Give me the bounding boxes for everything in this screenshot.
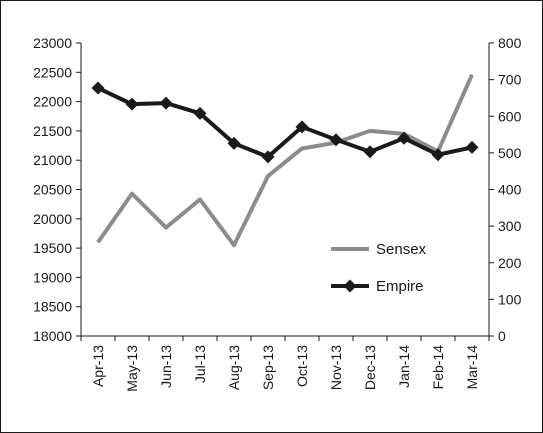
x-axis-category-label: Jan-14: [396, 345, 412, 388]
data-point-empire: [431, 148, 445, 162]
right-axis-tick-label: 200: [498, 255, 522, 271]
x-axis-category-label: Feb-14: [430, 345, 446, 390]
left-axis-tick-label: 19000: [33, 269, 72, 285]
legend-marker-empire: [343, 279, 357, 293]
left-axis-tick-label: 22500: [33, 64, 72, 80]
x-axis-category-label: Jul-13: [192, 345, 208, 383]
axes: 18000 18500 19000 19500 20000 20500 21000 21500…: [33, 35, 522, 392]
data-point-empire: [159, 96, 173, 110]
right-axis-tick-label: 600: [498, 108, 522, 124]
x-axis-category-label: Jun-13: [158, 345, 174, 388]
left-axis-tick-label: 21500: [33, 123, 72, 139]
left-axis-tick-label: 18000: [33, 328, 72, 344]
left-axis-tick-label: 23000: [33, 35, 72, 51]
x-axis-category-label: Dec-13: [362, 345, 378, 390]
data-point-empire: [295, 120, 309, 134]
right-axis-tick-label: 700: [498, 72, 522, 88]
left-axis-tick-label: 21000: [33, 152, 72, 168]
right-axis-tick-label: 400: [498, 182, 522, 198]
data-point-empire: [125, 97, 139, 111]
legend-label-empire: Empire: [376, 278, 424, 295]
left-axis-tick-label: 20500: [33, 182, 72, 198]
data-point-empire: [227, 136, 241, 150]
x-axis-category-label: Sep-13: [260, 345, 276, 390]
left-axis-tick-label: 20000: [33, 211, 72, 227]
x-axis-category-label: Mar-14: [464, 345, 480, 390]
left-axis-tick-label: 18500: [33, 299, 72, 315]
data-point-empire: [261, 150, 275, 164]
data-point-empire: [363, 145, 377, 159]
series-line-empire: [97, 86, 473, 159]
x-axis-category-label: Oct-13: [294, 345, 310, 387]
data-point-empire: [91, 81, 105, 95]
x-axis-category-label: Aug-13: [226, 345, 242, 390]
left-axis-tick-label: 22000: [33, 94, 72, 110]
data-point-empire: [397, 131, 411, 145]
left-axis-tick-label: 19500: [33, 240, 72, 256]
series-line-sensex: [96, 73, 474, 248]
data-point-empire: [329, 133, 343, 147]
x-axis-category-label: Apr-13: [90, 345, 106, 387]
right-axis-tick-label: 100: [498, 291, 522, 307]
data-point-empire: [465, 140, 479, 154]
right-axis-tick-label: 800: [498, 35, 522, 51]
legend: Sensex Empire: [331, 241, 427, 295]
right-axis-tick-label: 0: [498, 328, 506, 344]
data-point-empire: [193, 106, 207, 120]
series: [91, 73, 479, 248]
right-axis-tick-label: 300: [498, 218, 522, 234]
x-axis-category-label: May-13: [124, 345, 140, 392]
legend-label-sensex: Sensex: [376, 241, 427, 258]
right-axis-tick-label: 500: [498, 145, 522, 161]
x-axis-category-label: Nov-13: [328, 345, 344, 390]
